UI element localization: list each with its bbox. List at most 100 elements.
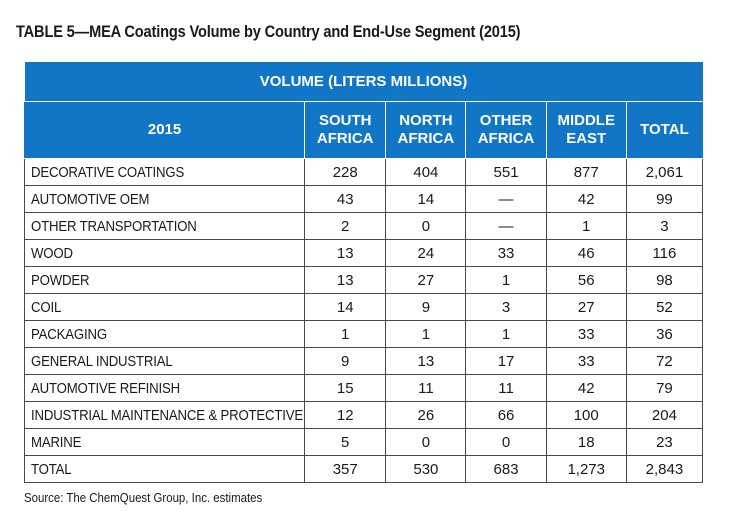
cell-other-africa: 1 bbox=[465, 320, 547, 348]
table-row: DECORATIVE COATINGS 228 404 551 877 2,06… bbox=[23, 158, 704, 186]
cell-south-africa: 43 bbox=[304, 185, 387, 213]
source-note: Source: The ChemQuest Group, Inc. estima… bbox=[24, 490, 263, 505]
row-label: POWDER bbox=[23, 266, 306, 294]
coatings-volume-table: VOLUME (LITERS MILLIONS) 2015 SOUTH AFRIC… bbox=[23, 62, 704, 483]
volume-band-header: VOLUME (LITERS MILLIONS) bbox=[24, 62, 703, 102]
cell-south-africa: 5 bbox=[304, 428, 387, 456]
cell-south-africa: 14 bbox=[304, 293, 387, 321]
table-row: COIL 14 9 3 27 52 bbox=[23, 293, 704, 321]
cell-total: 2,843 bbox=[625, 455, 704, 483]
cell-south-africa: 357 bbox=[304, 455, 387, 483]
column-header-line2: AFRICA bbox=[397, 130, 455, 147]
column-header-middle-east: MIDDLE EAST bbox=[545, 101, 627, 159]
cell-total: 72 bbox=[625, 347, 704, 375]
row-label-text: POWDER bbox=[31, 271, 90, 289]
cell-middle-east: 33 bbox=[545, 347, 627, 375]
cell-north-africa: 0 bbox=[385, 428, 467, 456]
cell-total: 79 bbox=[625, 374, 704, 402]
cell-middle-east: 42 bbox=[545, 185, 627, 213]
column-header-total: TOTAL bbox=[625, 101, 704, 159]
table-body: DECORATIVE COATINGS 228 404 551 877 2,06… bbox=[23, 158, 704, 483]
cell-middle-east: 1,273 bbox=[545, 455, 627, 483]
row-label: PACKAGING bbox=[23, 320, 306, 348]
cell-middle-east: 56 bbox=[545, 266, 627, 294]
table-row: WOOD 13 24 33 46 116 bbox=[23, 239, 704, 267]
cell-north-africa: 1 bbox=[385, 320, 467, 348]
row-label-text: DECORATIVE COATINGS bbox=[31, 163, 185, 181]
cell-north-africa: 14 bbox=[385, 185, 467, 213]
column-header-line2: EAST bbox=[566, 130, 607, 147]
table-row-total: TOTAL 357 530 683 1,273 2,843 bbox=[23, 455, 704, 483]
column-header-south-africa: SOUTH AFRICA bbox=[304, 101, 387, 159]
cell-total: 98 bbox=[625, 266, 704, 294]
cell-total: 23 bbox=[625, 428, 704, 456]
row-label: AUTOMOTIVE OEM bbox=[23, 185, 306, 213]
cell-total: 99 bbox=[625, 185, 704, 213]
table-row: INDUSTRIAL MAINTENANCE & PROTECTIVE 12 2… bbox=[23, 401, 704, 429]
row-label-text: OTHER TRANSPORTATION bbox=[31, 217, 197, 235]
cell-other-africa: 551 bbox=[465, 158, 547, 186]
cell-other-africa: 0 bbox=[465, 428, 547, 456]
cell-middle-east: 1 bbox=[545, 212, 627, 240]
cell-north-africa: 27 bbox=[385, 266, 467, 294]
table-row: GENERAL INDUSTRIAL 9 13 17 33 72 bbox=[23, 347, 704, 375]
column-header-line1: NORTH bbox=[399, 112, 453, 129]
row-label-text: WOOD bbox=[31, 244, 73, 262]
cell-total: 2,061 bbox=[625, 158, 704, 186]
row-label-text: GENERAL INDUSTRIAL bbox=[31, 352, 173, 370]
column-header-line1: MIDDLE bbox=[557, 112, 615, 129]
cell-total: 52 bbox=[625, 293, 704, 321]
table-row: MARINE 5 0 0 18 23 bbox=[23, 428, 704, 456]
row-label-text: TOTAL bbox=[31, 460, 72, 478]
cell-other-africa: — bbox=[465, 185, 547, 213]
cell-other-africa: 11 bbox=[465, 374, 547, 402]
cell-middle-east: 33 bbox=[545, 320, 627, 348]
cell-other-africa: 1 bbox=[465, 266, 547, 294]
cell-other-africa: 3 bbox=[465, 293, 547, 321]
table-row: OTHER TRANSPORTATION 2 0 — 1 3 bbox=[23, 212, 704, 240]
cell-north-africa: 11 bbox=[385, 374, 467, 402]
column-header-north-africa: NORTH AFRICA bbox=[385, 101, 467, 159]
cell-middle-east: 877 bbox=[545, 158, 627, 186]
column-header-line1: TOTAL bbox=[640, 121, 689, 138]
cell-total: 36 bbox=[625, 320, 704, 348]
cell-north-africa: 26 bbox=[385, 401, 467, 429]
cell-middle-east: 18 bbox=[545, 428, 627, 456]
row-label-text: MARINE bbox=[31, 433, 82, 451]
cell-north-africa: 0 bbox=[385, 212, 467, 240]
cell-south-africa: 1 bbox=[304, 320, 387, 348]
cell-total: 204 bbox=[625, 401, 704, 429]
row-label: COIL bbox=[23, 293, 306, 321]
cell-other-africa: 17 bbox=[465, 347, 547, 375]
row-label: MARINE bbox=[23, 428, 306, 456]
cell-middle-east: 100 bbox=[545, 401, 627, 429]
table-row: POWDER 13 27 1 56 98 bbox=[23, 266, 704, 294]
cell-other-africa: 66 bbox=[465, 401, 547, 429]
row-label: OTHER TRANSPORTATION bbox=[23, 212, 306, 240]
column-header-line1: OTHER bbox=[479, 112, 533, 129]
cell-total: 116 bbox=[625, 239, 704, 267]
row-label: WOOD bbox=[23, 239, 306, 267]
table-row: PACKAGING 1 1 1 33 36 bbox=[23, 320, 704, 348]
cell-other-africa: 33 bbox=[465, 239, 547, 267]
row-label-text: COIL bbox=[31, 298, 62, 316]
cell-middle-east: 27 bbox=[545, 293, 627, 321]
cell-south-africa: 2 bbox=[304, 212, 387, 240]
row-label: AUTOMOTIVE REFINISH bbox=[23, 374, 306, 402]
year-header-label: 2015 bbox=[147, 121, 182, 138]
column-header-other-africa: OTHER AFRICA bbox=[465, 101, 547, 159]
table-row: AUTOMOTIVE REFINISH 15 11 11 42 79 bbox=[23, 374, 704, 402]
year-header: 2015 bbox=[23, 101, 306, 159]
cell-south-africa: 9 bbox=[304, 347, 387, 375]
cell-south-africa: 15 bbox=[304, 374, 387, 402]
row-label-text: PACKAGING bbox=[31, 325, 107, 343]
cell-north-africa: 24 bbox=[385, 239, 467, 267]
row-label: GENERAL INDUSTRIAL bbox=[23, 347, 306, 375]
table-row: AUTOMOTIVE OEM 43 14 — 42 99 bbox=[23, 185, 704, 213]
table-title: TABLE 5—MEA Coatings Volume by Country a… bbox=[16, 22, 521, 41]
cell-north-africa: 530 bbox=[385, 455, 467, 483]
row-label-text: AUTOMOTIVE OEM bbox=[31, 190, 150, 208]
row-label-text: AUTOMOTIVE REFINISH bbox=[31, 379, 180, 397]
row-label-text: INDUSTRIAL MAINTENANCE & PROTECTIVE bbox=[31, 406, 304, 424]
cell-total: 3 bbox=[625, 212, 704, 240]
